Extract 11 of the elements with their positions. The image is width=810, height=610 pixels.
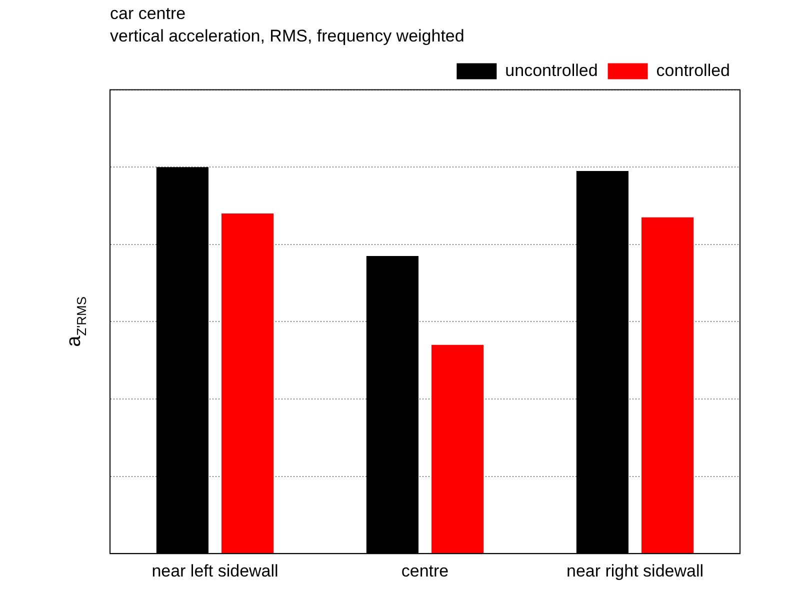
x-tick-label: centre — [401, 561, 449, 580]
bar — [222, 213, 274, 554]
bar — [432, 344, 484, 554]
legend-label: uncontrolled — [505, 60, 598, 80]
x-tick-label: near left sidewall — [152, 561, 278, 580]
y-axis-title: aZ'RMS — [63, 296, 89, 347]
chart-title: car centre — [110, 4, 186, 23]
chart-subtitle: vertical acceleration, RMS, frequency weighted — [110, 26, 464, 46]
legend-label: controlled — [656, 60, 730, 80]
bar — [642, 217, 694, 554]
x-tick-label: near right sidewall — [566, 561, 704, 580]
